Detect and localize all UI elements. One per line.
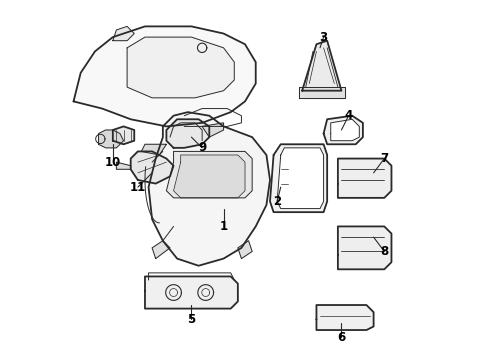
Text: 2: 2	[273, 195, 281, 208]
Polygon shape	[167, 152, 252, 198]
Polygon shape	[317, 305, 373, 330]
Polygon shape	[117, 162, 131, 169]
Polygon shape	[202, 123, 223, 137]
Polygon shape	[74, 26, 256, 126]
Polygon shape	[98, 130, 123, 148]
Text: 8: 8	[380, 245, 389, 258]
Text: 4: 4	[344, 109, 353, 122]
Polygon shape	[113, 26, 134, 41]
Polygon shape	[167, 119, 209, 148]
Text: 5: 5	[187, 313, 196, 326]
Polygon shape	[238, 241, 252, 258]
Polygon shape	[298, 87, 345, 98]
Polygon shape	[331, 119, 359, 141]
Polygon shape	[142, 144, 167, 155]
Text: 3: 3	[319, 31, 328, 44]
Text: 7: 7	[380, 152, 389, 165]
Polygon shape	[338, 158, 392, 198]
Polygon shape	[270, 144, 327, 212]
Text: 6: 6	[337, 331, 345, 344]
Polygon shape	[277, 148, 323, 208]
Polygon shape	[152, 241, 170, 258]
Text: 10: 10	[105, 156, 121, 168]
Polygon shape	[113, 126, 134, 144]
Polygon shape	[338, 226, 392, 269]
Text: 11: 11	[130, 181, 146, 194]
Text: 1: 1	[220, 220, 228, 233]
Polygon shape	[131, 152, 173, 184]
Polygon shape	[323, 116, 363, 144]
Polygon shape	[127, 37, 234, 98]
Text: 9: 9	[198, 141, 206, 154]
Polygon shape	[148, 112, 270, 266]
Polygon shape	[302, 41, 342, 91]
Polygon shape	[173, 155, 245, 198]
Polygon shape	[145, 276, 238, 309]
